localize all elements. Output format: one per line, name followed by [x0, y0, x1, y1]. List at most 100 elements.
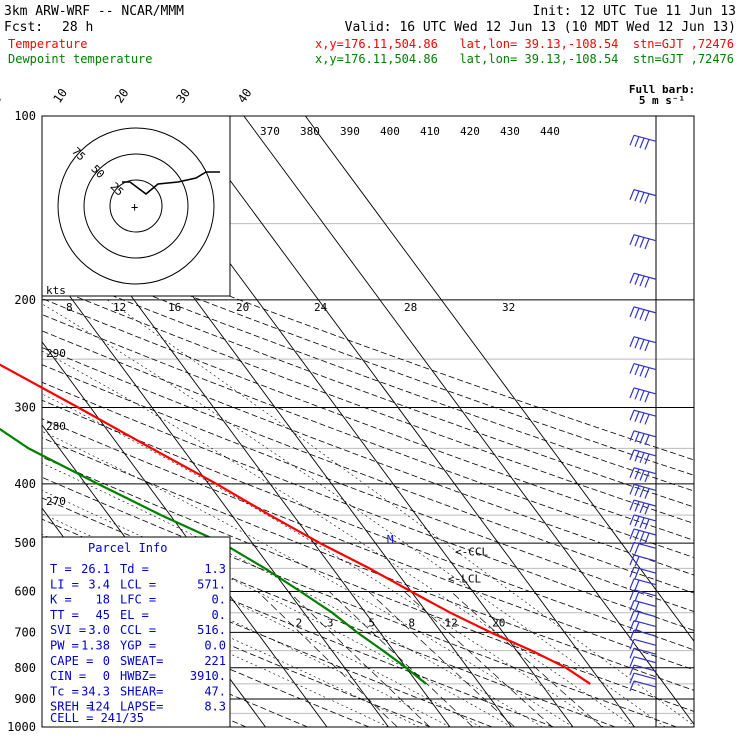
parcel-stat-label: CAPE = — [50, 654, 93, 668]
wind-barb — [629, 589, 657, 602]
parcel-stat-label: HWBZ= — [120, 669, 156, 683]
theta-label: 420 — [460, 125, 480, 138]
plot-frame — [41, 115, 695, 728]
wind-barb — [629, 189, 657, 205]
hodograph-trace — [122, 171, 220, 196]
hodograph-ring — [57, 127, 215, 285]
wind-barb — [629, 554, 657, 567]
theta-label: 440 — [540, 125, 560, 138]
wind-barb — [629, 638, 657, 650]
parcel-stat-label: PW = — [50, 639, 79, 653]
wind-barb — [629, 134, 657, 150]
parcel-stat-label: CIN = — [50, 669, 86, 683]
moist-adiabat — [42, 393, 604, 727]
wind-barb — [629, 387, 657, 403]
parcel-stat-value: 221 — [204, 654, 226, 668]
isotherm-label: 40 — [235, 86, 255, 106]
mixing-ratio-label: 5 — [368, 616, 375, 629]
speed-scale-label: 12 — [113, 301, 126, 314]
wind-barb — [629, 362, 657, 378]
dry-adiabat — [42, 381, 694, 631]
parcel-stat-value: 0. — [212, 608, 226, 622]
hodograph-ring — [109, 179, 163, 233]
parcel-stat-value: 3910. — [190, 669, 226, 683]
wind-barb — [629, 336, 657, 352]
theta-label: 410 — [420, 125, 440, 138]
wind-barb — [629, 680, 657, 692]
m-annotation: M — [387, 533, 394, 546]
parcel-stat-value: 45 — [96, 608, 110, 622]
dry-adiabat — [42, 476, 677, 727]
wind-barb — [629, 578, 657, 591]
mixing-ratio-label: 20 — [492, 616, 505, 629]
wind-barb — [629, 647, 657, 659]
barb-legend: Full barb: 5 m s⁻¹ — [629, 83, 695, 107]
parcel-stat-value: 1.3 — [204, 562, 226, 576]
wind-barb — [629, 306, 657, 322]
parcel-stat-label: LAPSE= — [120, 700, 163, 714]
wind-barb — [629, 430, 657, 446]
speed-scale-label: 16 — [168, 301, 181, 314]
parcel-info-title: Parcel Info — [88, 541, 167, 555]
pressure-label: 1000 — [7, 720, 36, 734]
parcel-stat-value: 0. — [212, 593, 226, 607]
mixing-ratio-line — [328, 591, 474, 727]
parcel-stat-label: TT = — [50, 608, 79, 622]
mixing-ratio-label: 2 — [296, 616, 303, 629]
mixing-ratio-label: 12 — [445, 616, 458, 629]
isotherm-line — [42, 341, 328, 727]
valid-time: Valid: 16 UTC Wed 12 Jun 13 (10 MDT Wed … — [345, 20, 736, 35]
parcel-stat-label: LI = — [50, 577, 79, 591]
dry-adiabat — [42, 330, 694, 576]
isotherm-label: 20 — [112, 86, 132, 106]
dry-adiabat — [42, 237, 694, 476]
pressure-label: 100 — [14, 109, 36, 123]
barb-legend-units: 5 m s⁻¹ — [639, 94, 685, 107]
wind-barb — [629, 499, 657, 515]
dry-adiabat — [42, 399, 694, 651]
theta-label: 370 — [260, 125, 280, 138]
parcel-stat-value: 124 — [88, 700, 110, 714]
theta-label: 430 — [500, 125, 520, 138]
mixing-ratio-line — [368, 591, 515, 727]
parcel-stat-value: 0 — [103, 669, 110, 683]
dry-adiabat — [42, 364, 694, 612]
mixing-ratio-label: 8 — [408, 616, 415, 629]
parcel-stat-label: CCL = — [120, 623, 156, 637]
hodograph-frame — [41, 115, 231, 297]
pressure-label: 400 — [14, 477, 36, 491]
dry-adiabat — [42, 347, 694, 594]
dewpoint-legend: Dewpoint temperature — [8, 52, 153, 66]
hodograph-units: kts — [46, 284, 66, 297]
barb-legend-title: Full barb: — [629, 83, 695, 96]
wind-barb — [629, 272, 657, 288]
wind-barb — [629, 672, 657, 684]
dry-adiabat — [42, 298, 694, 541]
theta-label: 380 — [300, 125, 320, 138]
speed-scale-label: 8 — [66, 301, 73, 314]
wind-barb — [629, 528, 657, 544]
parcel-stat-value: 8.3 — [204, 700, 226, 714]
mixing-ratio-line — [450, 591, 603, 727]
dry-adiabat — [42, 418, 694, 671]
ccl-annotation: <-CCL — [455, 545, 488, 558]
wind-barb — [629, 514, 657, 530]
parcel-info-panel: Parcel Info T = 26.1 Td = 1.3 LI = 3.4 LCL = 57… — [41, 536, 231, 728]
parcel-stat-value: 26.1 — [81, 562, 110, 576]
mixing-ratio-label: 3 — [327, 616, 334, 629]
wind-barb — [629, 541, 657, 554]
parcel-stat-value: 516. — [197, 623, 226, 637]
dry-adiabat — [42, 223, 694, 461]
pressure-label: 700 — [14, 625, 36, 639]
moist-adiabat — [42, 430, 574, 727]
wind-barb — [629, 656, 657, 667]
forecast-label: Fcst: — [4, 20, 43, 35]
moist-adiabat — [42, 350, 635, 727]
parcel-stat-label: SHEAR= — [120, 684, 163, 698]
parcel-stat-label: Tc = — [50, 684, 79, 698]
dewpoint-location: x,y=176.11,504.86 lat,lon= 39.13,-108.54… — [315, 52, 734, 66]
pressure-label: 900 — [14, 692, 36, 706]
lcl-annotation: <-LCL — [448, 572, 481, 585]
header: 3km ARW-WRF -- NCAR/MMM Fcst: 28 h Init:… — [4, 4, 736, 66]
